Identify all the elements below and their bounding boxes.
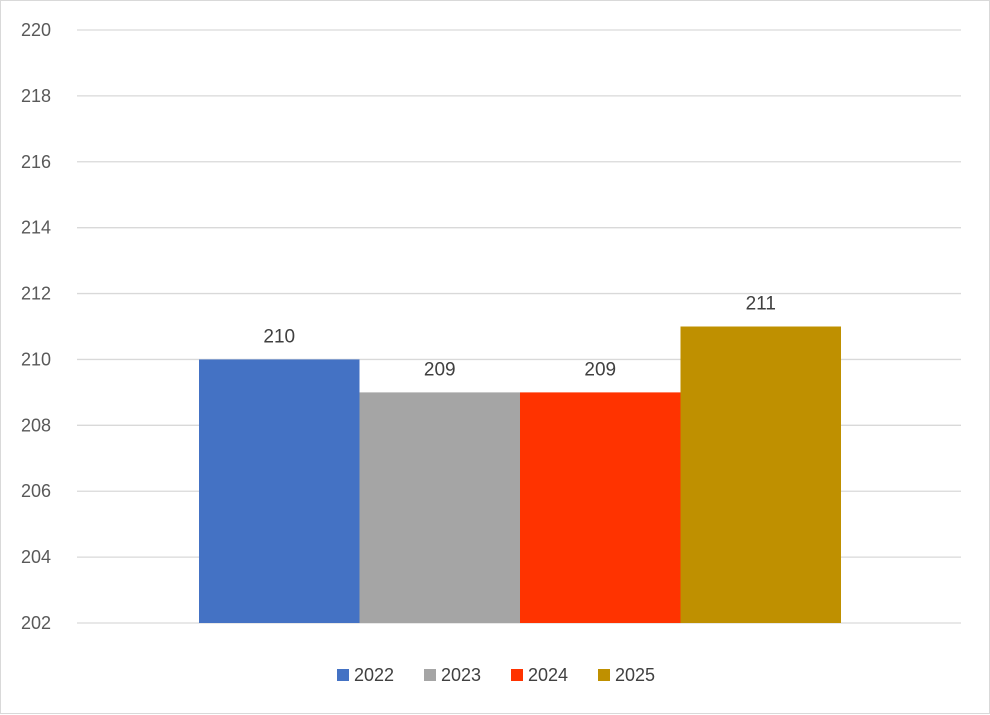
y-tick-label: 202: [21, 613, 51, 633]
y-tick-label: 206: [21, 481, 51, 501]
legend-label: 2023: [441, 665, 481, 685]
legend-swatch: [511, 669, 523, 681]
data-label: 209: [424, 359, 456, 380]
legend-swatch: [337, 669, 349, 681]
bar-2025: [680, 326, 841, 623]
data-label: 211: [746, 294, 776, 315]
legend: 2022 2023 2024 2025: [337, 665, 655, 685]
data-label: 210: [263, 326, 295, 347]
y-tick-label: 208: [21, 415, 51, 435]
y-tick-label: 218: [21, 86, 51, 106]
data-labels: 210 209 209 211: [263, 294, 776, 381]
y-tick-label: 214: [21, 218, 51, 238]
legend-label: 2022: [354, 665, 394, 685]
bar-2024: [520, 392, 681, 623]
legend-label: 2024: [528, 665, 568, 685]
y-tick-label: 204: [21, 547, 51, 567]
data-label: 209: [584, 359, 616, 380]
y-axis: 202 204 206 208 210 212 214 216 218 220: [21, 20, 51, 633]
legend-swatch: [598, 669, 610, 681]
y-tick-label: 212: [21, 284, 51, 304]
bars: [199, 326, 841, 623]
bar-2022: [199, 359, 360, 623]
y-tick-label: 216: [21, 152, 51, 172]
legend-swatch: [424, 669, 436, 681]
y-tick-label: 220: [21, 20, 51, 40]
bar-2023: [359, 392, 520, 623]
y-tick-label: 210: [21, 349, 51, 369]
legend-label: 2025: [615, 665, 655, 685]
